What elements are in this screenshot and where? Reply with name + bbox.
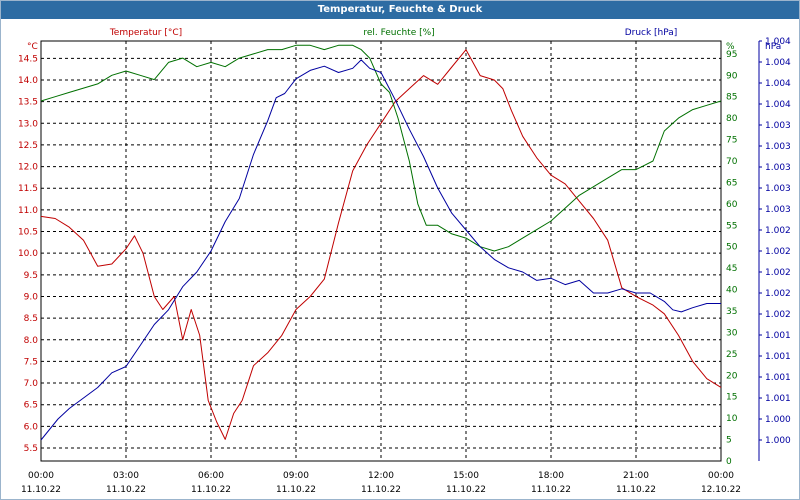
- pressure-tick-label: 1.003: [765, 205, 791, 215]
- temperature-tick-label: 13.5: [18, 98, 38, 108]
- x-tick-time-label: 00:00: [28, 471, 54, 481]
- temperature-tick-label: 12.0: [18, 163, 38, 173]
- pressure-tick-label: 1.004: [765, 100, 791, 110]
- x-tick-time-label: 21:00: [623, 471, 649, 481]
- humidity-tick-label: 55: [726, 221, 737, 231]
- temperature-tick-label: 11.0: [18, 206, 38, 216]
- humidity-tick-label: 50: [726, 243, 738, 253]
- humidity-tick-label: 15: [726, 393, 737, 403]
- temperature-tick-label: 13.0: [18, 119, 38, 129]
- pressure-tick-label: 1.001: [765, 352, 791, 362]
- humidity-tick-label: 25: [726, 350, 737, 360]
- temperature-tick-label: 11.5: [18, 184, 38, 194]
- temperature-tick-label: 7.0: [24, 379, 39, 389]
- humidity-tick-label: 45: [726, 264, 737, 274]
- temperature-tick-label: 7.5: [24, 357, 38, 367]
- humidity-tick-label: 90: [726, 71, 738, 81]
- humidity-axis-title: rel. Feuchte [%]: [363, 28, 434, 38]
- x-tick-date-label: 11.10.22: [106, 485, 146, 495]
- series-line-humidity: [40, 44, 722, 252]
- x-tick-time-label: 15:00: [453, 471, 479, 481]
- x-tick-time-label: 00:00: [708, 471, 734, 481]
- temperature-tick-label: 6.0: [24, 422, 39, 432]
- temperature-tick-label: 9.0: [24, 292, 39, 302]
- pressure-axis-title: Druck [hPa]: [625, 28, 678, 38]
- pressure-tick-label: 1.002: [765, 226, 791, 236]
- temperature-tick-label: 9.5: [24, 271, 38, 281]
- pressure-tick-label: 1.003: [765, 121, 791, 131]
- pressure-tick-label: 1.002: [765, 310, 791, 320]
- humidity-tick-label: 0: [726, 457, 732, 467]
- x-tick-time-label: 18:00: [538, 471, 564, 481]
- x-tick-date-label: 11.10.22: [446, 485, 486, 495]
- temperature-axis-title: Temperatur [°C]: [109, 28, 182, 38]
- pressure-tick-label: 1.000: [765, 415, 791, 425]
- x-tick-date-label: 11.10.22: [531, 485, 571, 495]
- temperature-unit-label: °C: [27, 42, 38, 52]
- pressure-tick-label: 1.001: [765, 394, 791, 404]
- humidity-tick-label: 60: [726, 200, 738, 210]
- pressure-tick-label: 1.004: [765, 58, 791, 68]
- humidity-tick-label: 65: [726, 178, 737, 188]
- x-tick-date-label: 11.10.22: [361, 485, 401, 495]
- temperature-tick-label: 6.5: [24, 401, 38, 411]
- pressure-tick-label: 1.003: [765, 184, 791, 194]
- pressure-tick-label: 1.000: [765, 436, 791, 446]
- x-tick-date-label: 11.10.22: [21, 485, 61, 495]
- temperature-tick-label: 14.5: [18, 54, 38, 64]
- humidity-tick-label: 75: [726, 136, 737, 146]
- x-tick-time-label: 03:00: [113, 471, 139, 481]
- temperature-tick-label: 10.5: [18, 228, 38, 238]
- humidity-tick-label: 10: [726, 414, 738, 424]
- humidity-tick-label: 95: [726, 50, 737, 60]
- temperature-tick-label: 5.5: [24, 444, 38, 454]
- pressure-tick-label: 1.004: [765, 37, 791, 47]
- humidity-tick-label: 35: [726, 307, 737, 317]
- humidity-tick-label: 70: [726, 157, 738, 167]
- series-line-temperature: [40, 49, 722, 440]
- x-tick-date-label: 11.10.22: [191, 485, 231, 495]
- humidity-tick-label: 40: [726, 286, 738, 296]
- humidity-unit-label: %: [726, 42, 735, 52]
- pressure-tick-label: 1.002: [765, 268, 791, 278]
- x-tick-time-label: 06:00: [198, 471, 224, 481]
- pressure-tick-label: 1.003: [765, 163, 791, 173]
- chart-title: Temperatur, Feuchte & Druck: [1, 1, 799, 19]
- humidity-tick-label: 20: [726, 371, 738, 381]
- x-tick-time-label: 09:00: [283, 471, 309, 481]
- pressure-tick-label: 1.003: [765, 142, 791, 152]
- pressure-tick-label: 1.002: [765, 289, 791, 299]
- pressure-tick-label: 1.001: [765, 373, 791, 383]
- temperature-tick-label: 10.0: [18, 249, 38, 259]
- humidity-tick-label: 80: [726, 114, 738, 124]
- temperature-tick-label: 8.5: [24, 314, 38, 324]
- temperature-tick-label: 14.0: [18, 76, 38, 86]
- temperature-tick-label: 12.5: [18, 141, 38, 151]
- temperature-tick-label: 8.0: [24, 336, 39, 346]
- x-tick-date-label: 11.10.22: [616, 485, 656, 495]
- x-tick-time-label: 12:00: [368, 471, 394, 481]
- pressure-tick-label: 1.004: [765, 79, 791, 89]
- x-tick-date-label: 11.10.22: [276, 485, 316, 495]
- pressure-tick-label: 1.001: [765, 331, 791, 341]
- humidity-tick-label: 5: [726, 436, 732, 446]
- pressure-unit-label: hPa: [765, 42, 781, 52]
- humidity-tick-label: 85: [726, 93, 737, 103]
- humidity-tick-label: 30: [726, 328, 738, 338]
- pressure-tick-label: 1.002: [765, 247, 791, 257]
- x-tick-date-label: 12.10.22: [701, 485, 741, 495]
- series-line-pressure: [40, 59, 721, 441]
